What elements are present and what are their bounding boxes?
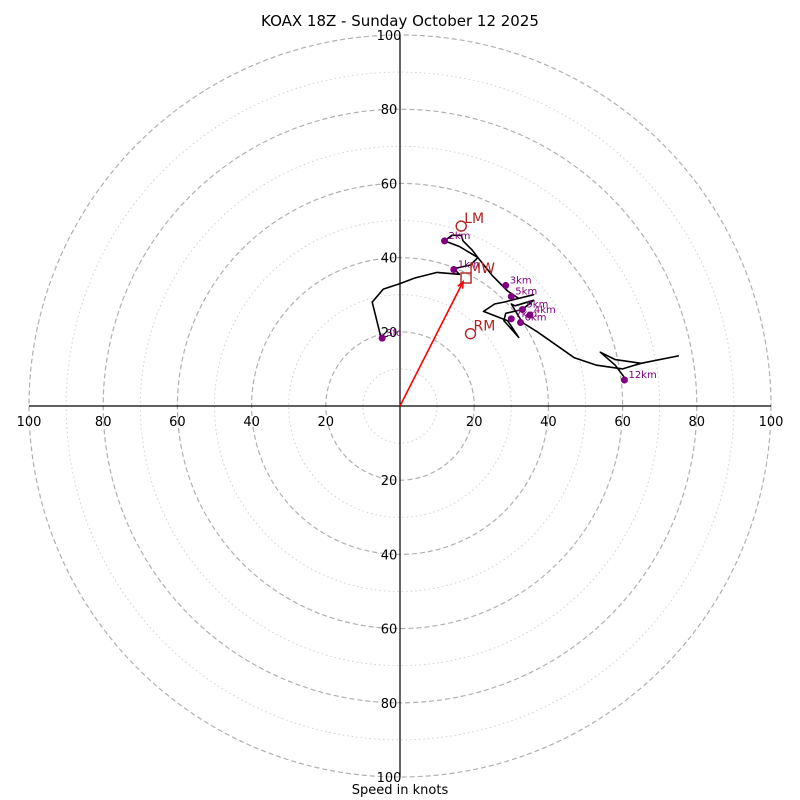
tick-labels: 100 100 100 100 80 80 80 80 60 60 60 60 40 40 40 40 20 20… [17, 29, 784, 786]
height-label-7km: 7km [515, 309, 537, 320]
tick-y-top-40: 40 [381, 252, 398, 267]
height-marker-2km [441, 237, 449, 245]
shear-vector-head [457, 279, 464, 289]
tick-y-top-80: 80 [381, 103, 398, 118]
storm-label-RM: RM [473, 319, 495, 335]
height-marker-5km [507, 293, 515, 301]
tick-y-bottom-80: 80 [381, 697, 398, 712]
tick-x-right-40: 40 [540, 415, 557, 430]
height-marker-1km [450, 265, 458, 273]
height-marker-6km [517, 319, 525, 327]
height-marker-Sfc [378, 334, 386, 342]
height-marker-12km [620, 376, 628, 384]
tick-y-bottom-100: 100 [377, 771, 402, 786]
tick-x-left-100: 100 [17, 415, 42, 430]
storm-marker-MW [460, 272, 472, 284]
height-label-5km: 5km [515, 287, 537, 298]
height-label-1km: 1km [458, 259, 480, 270]
tick-y-top-100: 100 [377, 29, 402, 44]
storm-label-MW: MW [469, 261, 495, 277]
tick-y-bottom-40: 40 [381, 548, 398, 563]
height-label-Sfc: Sfc [386, 328, 401, 339]
height-label-9km: 9km [526, 300, 548, 311]
height-label-3km: 3km [510, 275, 532, 286]
tick-x-left-80: 80 [95, 415, 112, 430]
storm-marker-RM [464, 327, 477, 340]
height-marker-3km [502, 281, 510, 289]
tick-x-right-80: 80 [689, 415, 706, 430]
tick-y-bottom-60: 60 [381, 623, 398, 638]
storm-marker-LM [455, 220, 467, 232]
x-axis-label: Speed in knots [351, 783, 449, 798]
tick-x-right-100: 100 [759, 415, 784, 430]
tick-x-left-20: 20 [318, 415, 335, 430]
height-marker-9km [518, 306, 526, 314]
tick-y-top-60: 60 [381, 177, 398, 192]
tick-x-right-20: 20 [466, 415, 483, 430]
height-label-6km: 6km [525, 313, 547, 324]
height-label-4km: 4km [534, 305, 556, 316]
shear-vector [399, 281, 464, 407]
height-label-12km: 12km [628, 370, 656, 381]
tick-x-right-60: 60 [614, 415, 631, 430]
storm-motion-markers: LM RM MW [455, 211, 495, 340]
height-marker-4km [526, 311, 534, 319]
height-marker-7km [507, 315, 515, 323]
chart-title: KOAX 18Z - Sunday October 12 2025 [261, 12, 539, 30]
tick-x-left-60: 60 [169, 415, 186, 430]
tick-y-bottom-20: 20 [381, 474, 398, 489]
storm-label-LM: LM [464, 211, 484, 227]
tick-x-left-40: 40 [243, 415, 260, 430]
height-label-2km: 2km [449, 231, 471, 242]
